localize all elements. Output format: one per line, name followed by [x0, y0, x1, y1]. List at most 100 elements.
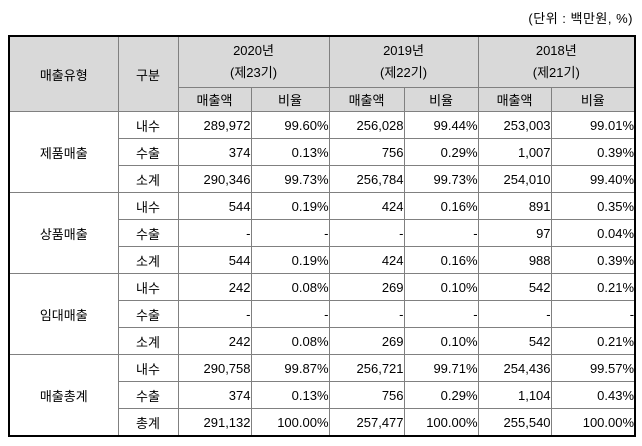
header-ratio: 비율 — [403, 87, 479, 112]
ratio-cell: 99.01% — [550, 111, 636, 139]
row-label: 소계 — [117, 165, 179, 193]
amount-cell: 256,028 — [328, 111, 405, 139]
row-label: 수출 — [117, 219, 179, 247]
ratio-cell: 99.44% — [403, 111, 479, 139]
amount-cell: 255,540 — [477, 408, 552, 437]
year-label: 2018년 — [535, 42, 577, 58]
table-row: 소계 242 0.08% 269 0.10% 542 0.21% — [9, 327, 636, 355]
amount-cell: 542 — [477, 327, 552, 355]
amount-cell: 269 — [328, 273, 405, 301]
row-label: 내수 — [117, 354, 179, 382]
ratio-cell: 0.08% — [250, 273, 330, 301]
header-ratio: 비율 — [250, 87, 330, 112]
unit-caption: (단위 : 백만원, %) — [528, 11, 633, 26]
ratio-cell: 0.16% — [403, 246, 479, 274]
amount-cell: 269 — [328, 327, 405, 355]
table-row: 수출 374 0.13% 756 0.29% 1,007 0.39% — [9, 138, 636, 166]
table-row: 총계 291,132 100.00% 257,477 100.00% 255,5… — [9, 408, 636, 437]
row-label: 수출 — [117, 300, 179, 328]
table-row: 소계 544 0.19% 424 0.16% 988 0.39% — [9, 246, 636, 274]
group-label: 상품매출 — [8, 192, 119, 274]
ratio-cell: - — [250, 300, 330, 328]
ratio-cell: - — [250, 219, 330, 247]
amount-cell: 988 — [477, 246, 552, 274]
amount-cell: 756 — [328, 138, 405, 166]
header-amount: 매출액 — [328, 87, 405, 112]
amount-cell: - — [328, 300, 405, 328]
ratio-cell: 0.10% — [403, 327, 479, 355]
ratio-cell: 100.00% — [250, 408, 330, 437]
ratio-cell: 99.71% — [403, 354, 479, 382]
ratio-cell: 99.87% — [250, 354, 330, 382]
group-label: 제품매출 — [8, 111, 119, 193]
row-label: 소계 — [117, 246, 179, 274]
table-row: 상품매출 내수 544 0.19% 424 0.16% 891 0.35% — [8, 192, 636, 274]
header-category: 구분 — [117, 35, 179, 112]
table-row: 소계 290,346 99.73% 256,784 99.73% 254,010… — [9, 165, 636, 193]
table-row: 수출 - - - - 97 0.04% — [9, 219, 636, 247]
header-row-subcolumns: 매출액 비율 매출액 비율 매출액 비율 — [9, 87, 636, 112]
ratio-cell: - — [403, 300, 479, 328]
ratio-cell: 0.10% — [403, 273, 479, 301]
row-label: 내수 — [117, 273, 179, 301]
amount-cell: 424 — [328, 246, 405, 274]
table-row: 수출 374 0.13% 756 0.29% 1,104 0.43% — [9, 381, 636, 409]
ratio-cell: 0.04% — [550, 219, 636, 247]
term-label: (제21기) — [532, 65, 580, 80]
row-label: 수출 — [117, 381, 179, 409]
ratio-cell: 0.35% — [550, 192, 636, 220]
amount-cell: 242 — [177, 273, 252, 301]
amount-cell: 290,346 — [177, 165, 252, 193]
ratio-cell: 0.39% — [550, 246, 636, 274]
group-label: 임대매출 — [8, 273, 119, 355]
ratio-cell: 0.39% — [550, 138, 636, 166]
ratio-cell: 100.00% — [403, 408, 479, 437]
header-amount: 매출액 — [177, 87, 252, 112]
amount-cell: 253,003 — [477, 111, 552, 139]
amount-cell: 254,010 — [477, 165, 552, 193]
amount-cell: 242 — [177, 327, 252, 355]
amount-cell: 289,972 — [177, 111, 252, 139]
year-label: 2020년 — [233, 42, 274, 58]
table-row: 수출 - - - - - - — [9, 300, 636, 328]
header-sales-type: 매출유형 — [8, 35, 119, 112]
term-label: (제22기) — [380, 65, 428, 80]
ratio-cell: 0.13% — [250, 381, 330, 409]
amount-cell: 544 — [177, 192, 252, 220]
ratio-cell: 0.16% — [403, 192, 479, 220]
ratio-cell: - — [403, 219, 479, 247]
term-label: (제23기) — [229, 65, 278, 80]
row-label: 내수 — [117, 192, 179, 220]
amount-cell: - — [177, 219, 252, 247]
amount-cell: 544 — [177, 246, 252, 274]
year-label: 2019년 — [383, 42, 424, 58]
table-row: 매출총계 내수 290,758 99.87% 256,721 99.71% 25… — [8, 354, 636, 437]
amount-cell: 542 — [477, 273, 552, 301]
row-label: 소계 — [117, 327, 179, 355]
sales-table: 매출유형 구분 2020년 (제23기) 2019년 (제22기) 2018년 … — [8, 35, 637, 437]
amount-cell: 291,132 — [177, 408, 252, 437]
amount-cell: 290,758 — [177, 354, 252, 382]
ratio-cell: 99.73% — [403, 165, 479, 193]
amount-cell: 1,007 — [477, 138, 552, 166]
ratio-cell: 0.21% — [550, 273, 636, 301]
ratio-cell: 99.40% — [550, 165, 636, 193]
ratio-cell: 0.13% — [250, 138, 330, 166]
amount-cell: 891 — [477, 192, 552, 220]
ratio-cell: 0.29% — [403, 381, 479, 409]
header-year-2019: 2019년 (제22기) — [328, 35, 479, 88]
amount-cell: 254,436 — [477, 354, 552, 382]
row-label: 총계 — [117, 408, 179, 437]
amount-cell: - — [328, 219, 405, 247]
amount-cell: 97 — [477, 219, 552, 247]
ratio-cell: 0.08% — [250, 327, 330, 355]
amount-cell: 256,784 — [328, 165, 405, 193]
row-label: 내수 — [117, 111, 179, 139]
header-year-2020: 2020년 (제23기) — [177, 35, 330, 88]
ratio-cell: 0.29% — [403, 138, 479, 166]
amount-cell: 756 — [328, 381, 405, 409]
group-label: 매출총계 — [8, 354, 119, 437]
ratio-cell: 99.60% — [250, 111, 330, 139]
table-row: 임대매출 내수 242 0.08% 269 0.10% 542 0.21% — [8, 273, 636, 355]
header-amount: 매출액 — [477, 87, 552, 112]
